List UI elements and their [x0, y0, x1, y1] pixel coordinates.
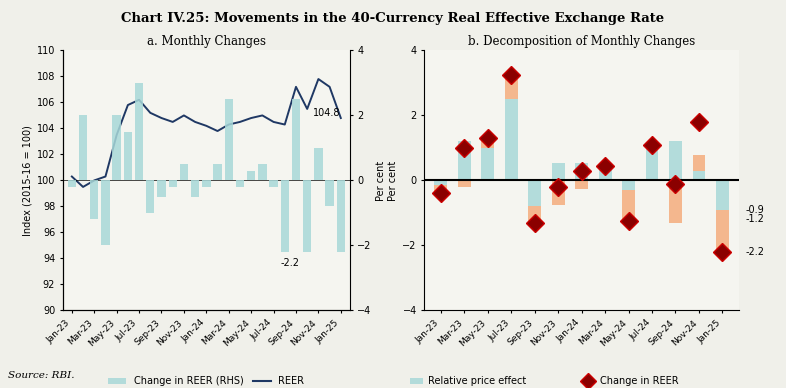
- Bar: [481, 148, 494, 180]
- Bar: [669, 141, 682, 180]
- Text: -2.2: -2.2: [746, 247, 765, 257]
- Text: Chart IV.25: Movements in the 40-Currency Real Effective Exchange Rate: Chart IV.25: Movements in the 40-Currenc…: [122, 12, 664, 25]
- Bar: [68, 180, 76, 187]
- Bar: [258, 164, 266, 180]
- Legend: Change in REER (RHS), REER: Change in REER (RHS), REER: [105, 372, 308, 388]
- Bar: [552, 180, 564, 205]
- Bar: [552, 163, 564, 180]
- Bar: [236, 180, 244, 187]
- Bar: [622, 180, 635, 190]
- Bar: [112, 115, 121, 180]
- Bar: [180, 164, 188, 180]
- Bar: [157, 180, 166, 197]
- Text: -1.2: -1.2: [746, 215, 765, 224]
- Text: -0.9: -0.9: [746, 204, 765, 215]
- Bar: [505, 73, 518, 99]
- Bar: [123, 132, 132, 180]
- Bar: [458, 141, 471, 180]
- Bar: [336, 180, 345, 252]
- Y-axis label: Per cent: Per cent: [388, 160, 399, 201]
- Bar: [692, 171, 705, 180]
- Bar: [146, 180, 155, 213]
- Bar: [435, 180, 447, 185]
- Bar: [270, 180, 277, 187]
- Bar: [505, 99, 518, 180]
- Bar: [325, 180, 334, 206]
- Bar: [669, 180, 682, 223]
- Bar: [191, 180, 200, 197]
- Bar: [599, 166, 612, 180]
- Title: b. Decomposition of Monthly Changes: b. Decomposition of Monthly Changes: [468, 35, 696, 48]
- Bar: [225, 99, 233, 180]
- Bar: [528, 180, 542, 206]
- Text: Source: RBI.: Source: RBI.: [8, 371, 75, 380]
- Text: -2.2: -2.2: [281, 258, 300, 268]
- Bar: [528, 206, 542, 223]
- Bar: [575, 180, 588, 189]
- Bar: [79, 115, 87, 180]
- Bar: [716, 210, 729, 249]
- Bar: [303, 180, 311, 252]
- Bar: [481, 138, 494, 148]
- Bar: [281, 180, 289, 252]
- Bar: [435, 185, 447, 193]
- Bar: [168, 180, 177, 187]
- Bar: [292, 99, 300, 180]
- Bar: [202, 180, 211, 187]
- Bar: [692, 155, 705, 171]
- Bar: [135, 83, 143, 180]
- Bar: [716, 180, 729, 210]
- Y-axis label: Index (2015-16 = 100): Index (2015-16 = 100): [23, 125, 32, 236]
- Title: a. Monthly Changes: a. Monthly Changes: [147, 35, 266, 48]
- Bar: [575, 163, 588, 180]
- Bar: [314, 148, 322, 180]
- Bar: [213, 164, 222, 180]
- Bar: [458, 180, 471, 187]
- Bar: [645, 148, 659, 180]
- Bar: [247, 171, 255, 180]
- Text: 104.8: 104.8: [314, 108, 341, 118]
- Bar: [101, 180, 110, 245]
- Legend: Relative price effect, Nominal exchange rate effect, Change in REER: Relative price effect, Nominal exchange …: [406, 372, 682, 388]
- Bar: [90, 180, 98, 219]
- Bar: [622, 190, 635, 219]
- Y-axis label: Per cent: Per cent: [376, 160, 386, 201]
